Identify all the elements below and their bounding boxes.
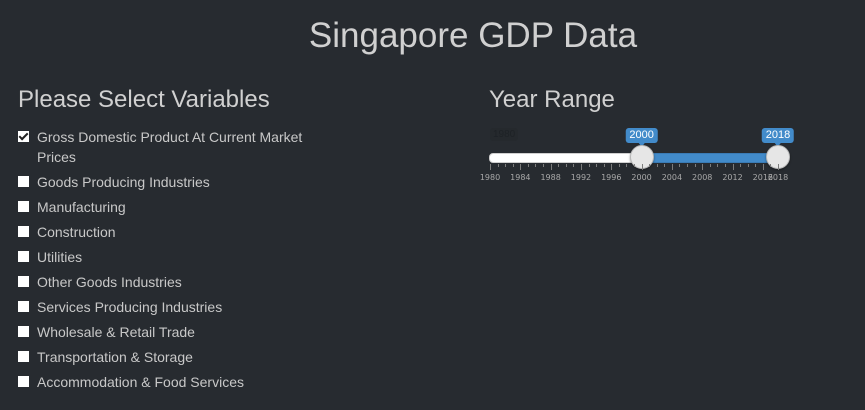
variable-option-label: Goods Producing Industries (37, 174, 210, 190)
checkbox[interactable] (18, 351, 29, 362)
slider-tick-label: 1996 (601, 173, 622, 182)
slider-tick-minor (588, 164, 590, 167)
slider-tick-minor (634, 164, 635, 167)
slider-tick-major (520, 164, 522, 170)
slider-tick-minor (724, 164, 726, 167)
slider-tick-minor (565, 164, 567, 167)
slider-tick-major (641, 164, 643, 170)
slider-tick-major (580, 164, 582, 170)
slider-tick-minor (558, 164, 560, 167)
slider-tick-major (490, 164, 491, 170)
variable-option[interactable]: Transportation & Storage (18, 347, 348, 367)
slider-tick-major (550, 164, 552, 170)
slider-tick-minor (535, 164, 537, 167)
checkbox[interactable] (18, 251, 29, 262)
slider-tick-label: 2018 (767, 173, 789, 182)
slider-tick-minor (770, 164, 772, 167)
slider-tick-minor (694, 164, 696, 167)
variable-option[interactable]: Manufacturing (18, 197, 348, 217)
variable-option[interactable]: Other Goods Industries (18, 272, 348, 292)
slider-tick-minor (512, 164, 514, 167)
checkbox[interactable] (18, 326, 29, 337)
year-range-panel: Year Range 1980 2000 2018 1980 1984 1988 19… (480, 84, 809, 182)
variable-option[interactable]: Services Producing Industries (18, 297, 348, 317)
slider-from-value: 2000 (625, 128, 658, 147)
slider-tick-minor (626, 164, 628, 167)
variable-option-label: Wholesale & Retail Trade (37, 324, 195, 340)
checkbox[interactable] (18, 176, 29, 187)
year-range-slider[interactable]: 1980 2000 2018 1980 1984 1988 1992 1996 2000 2… (480, 84, 809, 194)
slider-tick-minor (527, 164, 529, 167)
variables-heading: Please Select Variables (18, 86, 270, 113)
variables-checkbox-list: Gross Domestic Product At Current Market… (18, 127, 348, 392)
checkbox[interactable] (18, 376, 29, 387)
checkbox[interactable] (18, 226, 29, 237)
slider-tick-label: 2000 (631, 173, 652, 182)
variable-option[interactable]: Utilities (18, 247, 348, 267)
slider-tick-minor (755, 164, 757, 167)
slider-tick-label: 1988 (540, 173, 561, 182)
slider-tick-minor (649, 164, 651, 167)
slider-ticks: 1980 1984 1988 1992 1996 2000 2004 2008 2012 2016… (480, 164, 789, 184)
slider-selected-range[interactable] (641, 153, 778, 163)
checkbox[interactable] (18, 276, 29, 287)
variable-option[interactable]: Construction (18, 222, 348, 242)
slider-tick-major (671, 164, 673, 170)
slider-tick-label: 1992 (570, 173, 592, 182)
slider-tick-minor (709, 164, 711, 167)
variable-option-label: Gross Domestic Product At Current Market… (37, 129, 303, 165)
variables-panel: Please Select Variables Gross Domestic P… (18, 84, 348, 397)
slider-to-value: 2018 (761, 128, 795, 147)
variable-option[interactable]: Goods Producing Industries (18, 172, 348, 192)
slider-tick-minor (603, 164, 605, 167)
slider-tick-minor (543, 164, 545, 167)
variable-option[interactable]: Accommodation & Food Services (18, 372, 348, 392)
slider-tick-minor (679, 164, 681, 167)
slider-tick-label: 2012 (722, 173, 743, 182)
page-title: Singapore GDP Data (308, 16, 638, 55)
variable-option[interactable]: Wholesale & Retail Trade (18, 322, 348, 342)
variable-option-label: Transportation & Storage (37, 349, 193, 365)
year-range-heading: Year Range (489, 86, 615, 113)
slider-tick-major (778, 164, 779, 170)
checkbox[interactable] (18, 201, 29, 212)
slider-tick-minor (740, 164, 742, 167)
variable-option[interactable]: Gross Domestic Product At Current Market… (18, 127, 348, 167)
slider-tick-major (762, 164, 764, 170)
variable-option-label: Services Producing Industries (37, 299, 223, 315)
slider-tick-major (611, 164, 613, 170)
slider-tick-minor (664, 164, 666, 167)
checkbox[interactable] (18, 301, 29, 312)
variable-option-label: Accommodation & Food Services (37, 374, 244, 390)
checkbox-checked[interactable] (18, 131, 29, 142)
slider-tick-label: 2016 (752, 173, 774, 182)
slider-tick-minor (596, 164, 598, 167)
slider-tick-label: 1984 (510, 173, 531, 182)
variable-option-label: Utilities (37, 249, 83, 265)
slider-tick-minor (505, 164, 507, 167)
slider-tick-minor (656, 164, 658, 167)
slider-min-label: 1980 (490, 128, 519, 141)
slider-tick-minor (687, 164, 689, 167)
variable-option-label: Other Goods Industries (37, 274, 182, 290)
slider-tick-label: 2008 (692, 173, 713, 182)
slider-tick-label: 1980 (479, 173, 501, 182)
slider-tick-label: 2004 (661, 173, 683, 182)
slider-tick-minor (573, 164, 575, 167)
slider-tick-minor (747, 164, 749, 167)
slider-tick-minor (618, 164, 620, 167)
slider-tick-minor (497, 164, 499, 167)
variable-option-label: Construction (37, 224, 116, 240)
slider-tick-minor (717, 164, 719, 167)
slider-tick-major (732, 164, 734, 170)
slider-tick-major (702, 164, 704, 170)
variable-option-label: Manufacturing (37, 199, 126, 215)
